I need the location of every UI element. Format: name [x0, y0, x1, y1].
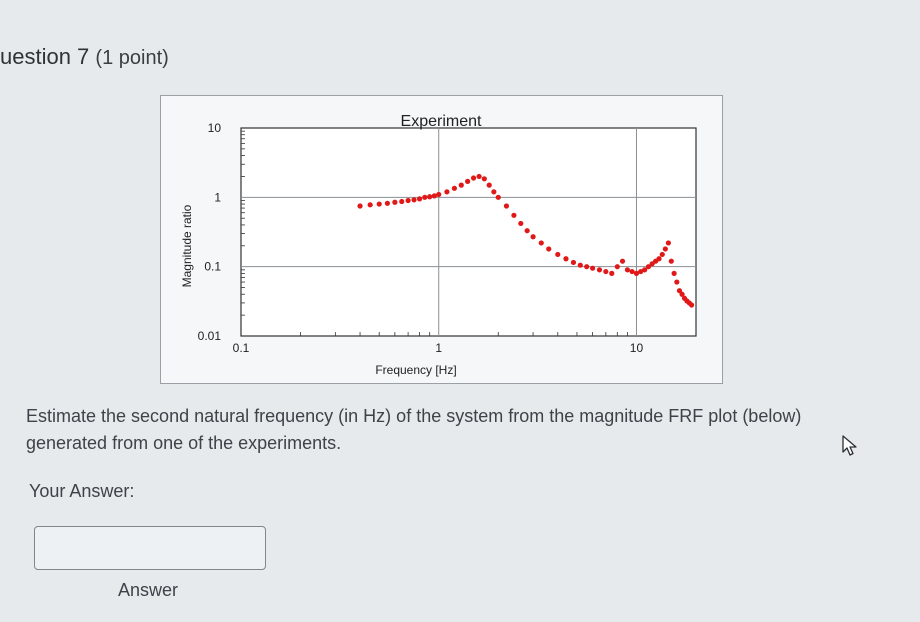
data-point [668, 258, 674, 264]
data-point [431, 193, 437, 199]
data-point [609, 270, 615, 276]
data-point [570, 259, 577, 266]
data-points [357, 173, 695, 308]
data-point [470, 175, 477, 181]
data-point [376, 201, 382, 207]
y-tick-label-3: 0.01 [198, 329, 222, 343]
data-point [530, 234, 536, 240]
data-point [614, 264, 620, 270]
y-tick-label-1: 1 [214, 190, 221, 204]
question-points: (1 point) [95, 47, 169, 69]
x-tick-label-2: 10 [630, 341, 644, 355]
x-tick-label-0: 0.1 [233, 341, 250, 355]
data-point [357, 203, 363, 209]
data-point [427, 194, 433, 200]
data-point [656, 256, 662, 262]
plot-area [240, 127, 697, 337]
frf-figure: 0.1 1 10 10 1 0.1 0.01 Experiment Frequency [H… [160, 95, 723, 384]
data-point [645, 264, 652, 270]
data-point [416, 196, 423, 202]
data-point [555, 251, 561, 258]
answer-input[interactable] [34, 526, 266, 570]
data-point [596, 267, 603, 273]
data-point [384, 200, 390, 206]
data-point [633, 270, 640, 276]
y-axis-label: Magnitude ratio [180, 204, 194, 287]
data-point [405, 197, 411, 204]
data-point [436, 191, 442, 198]
data-point [638, 268, 644, 275]
data-point [629, 268, 635, 275]
data-point [422, 194, 428, 200]
data-point [511, 212, 517, 218]
axis-ticks [241, 130, 697, 336]
data-point [671, 270, 677, 276]
data-point [603, 268, 609, 275]
tick-labels: 0.1 1 10 10 1 0.1 0.01 [198, 121, 644, 355]
data-point [662, 246, 668, 252]
data-point [642, 267, 648, 273]
data-point [584, 264, 590, 270]
grid [241, 128, 696, 336]
data-point [486, 182, 492, 188]
data-point [411, 197, 417, 203]
data-point [392, 199, 398, 205]
data-point [688, 302, 695, 308]
data-point [577, 262, 583, 268]
data-point [524, 228, 530, 234]
question-prompt: Estimate the second natural frequency (i… [26, 406, 802, 453]
y-tick-label-0: 10 [208, 121, 222, 135]
pointer-arrow-icon [842, 435, 857, 456]
chart-title: Experiment [401, 113, 482, 130]
data-point [619, 258, 626, 264]
data-point [444, 189, 450, 195]
data-point [481, 176, 487, 182]
data-point [518, 220, 524, 227]
data-point [491, 189, 497, 195]
data-point [399, 198, 405, 205]
question-title: uestion 7 (1 point) [0, 44, 169, 70]
data-point [624, 267, 631, 273]
data-point [495, 194, 501, 200]
data-point [538, 240, 544, 246]
data-point [679, 291, 685, 297]
data-point [590, 265, 596, 271]
data-point [546, 246, 552, 252]
data-point [503, 203, 510, 209]
data-point [563, 256, 569, 262]
x-axis-label: Frequency [Hz] [375, 363, 456, 377]
y-tick-label-2: 0.1 [204, 260, 221, 274]
x-tick-label-1: 1 [435, 341, 442, 355]
data-point [665, 240, 671, 246]
answer-caption: Answer [118, 580, 179, 600]
answer-label: Your Answer: [29, 481, 135, 501]
data-point [367, 202, 373, 208]
data-point [659, 251, 665, 258]
data-point [451, 185, 457, 191]
data-point [674, 279, 680, 285]
data-point [465, 178, 471, 184]
data-point [458, 182, 464, 188]
frf-chart: 0.1 1 10 10 1 0.1 0.01 Experiment Frequency [H… [180, 113, 697, 377]
data-point [476, 173, 482, 180]
question-number: uestion 7 [0, 44, 90, 69]
